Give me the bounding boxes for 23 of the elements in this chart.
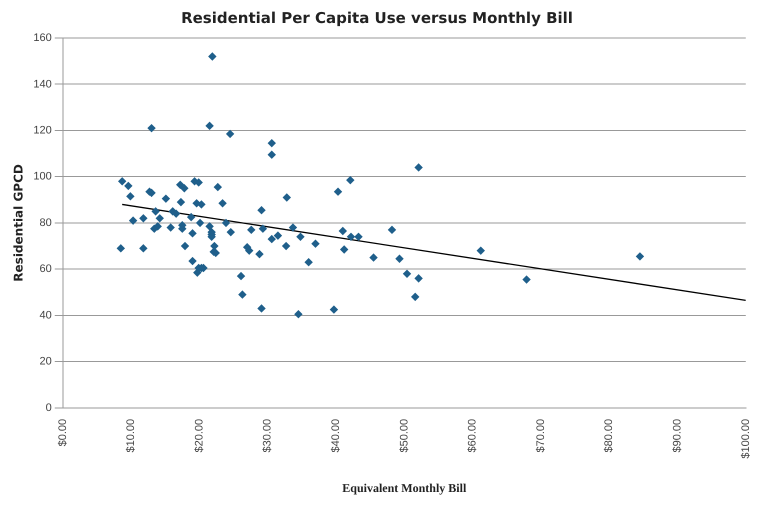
chart-title: Residential Per Capita Use versus Monthly Bill bbox=[181, 8, 573, 27]
y-tick-label: 160 bbox=[33, 32, 52, 44]
x-tick-label: $50.00 bbox=[398, 418, 410, 452]
x-axis-title: Equivalent Monthly Bill bbox=[342, 480, 467, 495]
x-tick-label: $80.00 bbox=[603, 418, 616, 452]
y-tick-label: 80 bbox=[40, 216, 52, 229]
x-tick-label: $100.00 bbox=[740, 418, 752, 459]
x-tick-label: $40.00 bbox=[330, 418, 342, 452]
y-tick-label: 40 bbox=[40, 309, 52, 322]
y-axis-title: Residential GPCD bbox=[11, 164, 26, 282]
x-tick-label: $70.00 bbox=[534, 418, 547, 452]
y-tick-label: 140 bbox=[33, 78, 52, 90]
y-tick-label: 60 bbox=[40, 263, 52, 276]
x-tick-label: $30.00 bbox=[262, 418, 274, 452]
x-tick-label: $60.00 bbox=[466, 418, 479, 452]
x-tick-label: $20.00 bbox=[193, 418, 206, 452]
x-tick-label: $0.00 bbox=[56, 418, 69, 446]
y-tick-label: 20 bbox=[40, 356, 52, 368]
x-tick-label: $90.00 bbox=[672, 418, 684, 452]
y-tick-label: 0 bbox=[46, 402, 52, 414]
y-tick-label: 100 bbox=[33, 170, 52, 183]
y-tick-label: 120 bbox=[33, 124, 52, 136]
x-tick-label: $10.00 bbox=[125, 418, 138, 452]
